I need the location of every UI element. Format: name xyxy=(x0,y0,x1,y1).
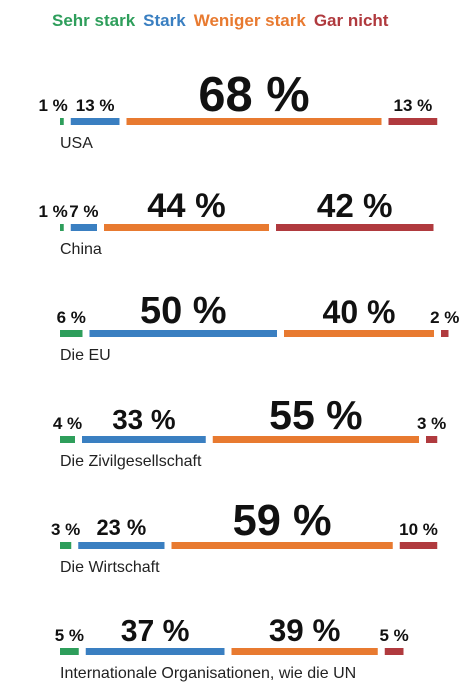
value-label: 23 % xyxy=(97,515,147,540)
value-label: 3 % xyxy=(51,520,80,539)
bar-segment xyxy=(171,542,393,549)
value-label: 68 % xyxy=(198,68,309,122)
value-label: 59 % xyxy=(233,497,332,545)
bar-segment xyxy=(104,224,269,231)
legend-item: Stark xyxy=(143,11,186,30)
legend-item: Gar nicht xyxy=(314,11,389,30)
bar-segment xyxy=(441,330,449,337)
category-label: Die Zivilgesellschaft xyxy=(60,453,202,470)
value-label: 2 % xyxy=(430,308,459,327)
legend-item: Weniger stark xyxy=(194,11,307,30)
bar-segment xyxy=(231,648,378,655)
value-label: 44 % xyxy=(147,187,225,225)
category-label: USA xyxy=(60,135,93,152)
bar-segment xyxy=(60,330,83,337)
bar-segment xyxy=(82,436,206,443)
bar-segment xyxy=(70,118,120,125)
category-label: Die EU xyxy=(60,347,111,364)
bar-segment xyxy=(60,436,75,443)
value-label: 5 % xyxy=(55,626,84,645)
value-label: 10 % xyxy=(399,520,438,539)
bar-segment xyxy=(384,648,404,655)
value-label: 1 % xyxy=(38,96,67,115)
bar-segment xyxy=(60,542,72,549)
bar-segment xyxy=(388,118,438,125)
value-label: 3 % xyxy=(417,414,446,433)
value-label: 13 % xyxy=(394,96,433,115)
value-label: 6 % xyxy=(57,308,86,327)
legend: Sehr stark Stark Weniger stark Gar nicht xyxy=(52,11,389,30)
value-label: 40 % xyxy=(323,294,396,330)
bar-segment xyxy=(399,542,438,549)
value-label: 1 % xyxy=(38,202,67,221)
category-label: Die Wirtschaft xyxy=(60,559,160,576)
legend-item: Sehr stark xyxy=(52,11,136,30)
bar-segment xyxy=(60,118,64,125)
bar-segment xyxy=(60,224,64,231)
bar-segment xyxy=(426,436,438,443)
category-label: Internationale Organisationen, wie die U… xyxy=(60,665,356,682)
bar-segment xyxy=(276,224,434,231)
bar-segment xyxy=(126,118,382,125)
value-label: 37 % xyxy=(121,615,190,648)
value-label: 50 % xyxy=(140,290,227,332)
value-label: 39 % xyxy=(269,613,341,648)
value-label: 4 % xyxy=(53,414,82,433)
bar-segment xyxy=(85,648,225,655)
value-label: 33 % xyxy=(112,404,175,435)
bar-segment xyxy=(70,224,97,231)
category-label: China xyxy=(60,241,102,258)
value-label: 7 % xyxy=(69,202,98,221)
bar-segment xyxy=(212,436,419,443)
bar-segment xyxy=(89,330,277,337)
bar-segment xyxy=(78,542,165,549)
value-label: 42 % xyxy=(317,188,393,225)
bar-segment xyxy=(284,330,434,337)
value-label: 13 % xyxy=(76,96,115,115)
bar-segment xyxy=(60,648,79,655)
value-label: 5 % xyxy=(379,626,408,645)
value-label: 55 % xyxy=(269,392,362,438)
